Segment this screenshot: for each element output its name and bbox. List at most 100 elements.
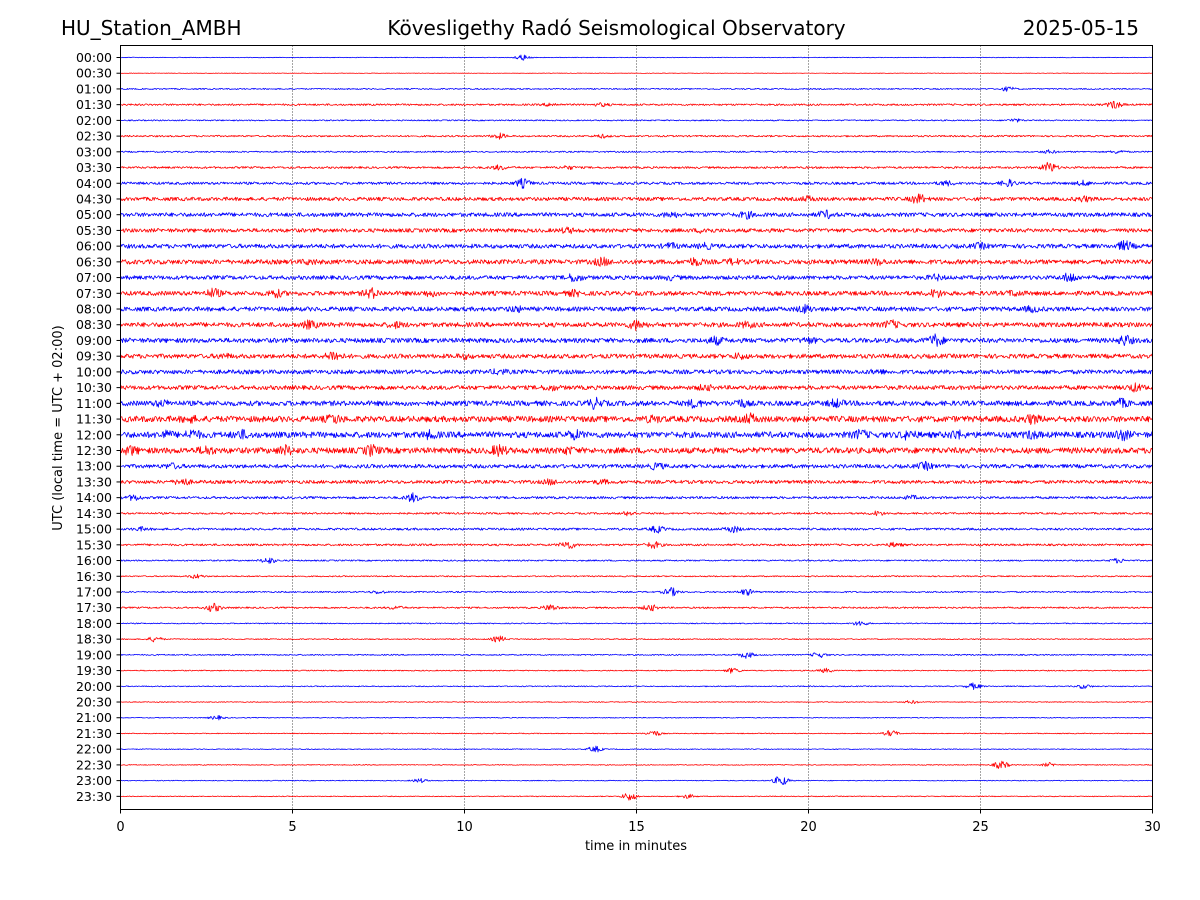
y-tick-label: 00:00 bbox=[76, 50, 112, 65]
y-tick-label: 16:00 bbox=[76, 553, 112, 568]
seismogram-traces bbox=[120, 54, 1153, 801]
y-axis-label: UTC (local time = UTC + 02:00) bbox=[51, 325, 66, 530]
y-tick-label: 17:30 bbox=[76, 600, 112, 615]
trace-1230 bbox=[120, 443, 1153, 457]
y-tick-label: 13:30 bbox=[76, 474, 112, 489]
trace-1500 bbox=[120, 525, 1153, 534]
trace-1930 bbox=[120, 667, 1153, 674]
trace-0400 bbox=[120, 177, 1153, 189]
trace-1100 bbox=[120, 396, 1153, 410]
trace-0530 bbox=[120, 226, 1153, 235]
trace-0600 bbox=[120, 239, 1153, 251]
trace-1730 bbox=[120, 602, 1153, 612]
x-tick-label: 5 bbox=[288, 820, 296, 835]
y-tick-label: 23:00 bbox=[76, 773, 112, 788]
y-tick-label: 10:00 bbox=[76, 364, 112, 379]
observatory-title: Kövesligethy Radó Seismological Observat… bbox=[387, 16, 846, 40]
trace-1430 bbox=[120, 510, 1153, 517]
y-tick-label: 05:00 bbox=[76, 207, 112, 222]
y-tick-label: 18:00 bbox=[76, 616, 112, 631]
trace-2230 bbox=[120, 760, 1153, 769]
trace-1400 bbox=[120, 492, 1153, 503]
y-tick-label: 03:00 bbox=[76, 144, 112, 159]
trace-0730 bbox=[120, 287, 1153, 300]
trace-0700 bbox=[120, 272, 1153, 283]
y-tick-label: 07:30 bbox=[76, 286, 112, 301]
trace-0830 bbox=[120, 319, 1153, 332]
trace-1830 bbox=[120, 635, 1153, 643]
trace-0930 bbox=[120, 351, 1153, 361]
y-tick-label: 11:00 bbox=[76, 396, 112, 411]
y-tick-label: 04:00 bbox=[76, 176, 112, 191]
y-tick-label: 12:30 bbox=[76, 443, 112, 458]
y-tick-label: 00:30 bbox=[76, 66, 112, 81]
y-tick-label: 19:30 bbox=[76, 663, 112, 678]
vertical-gridlines bbox=[292, 45, 981, 810]
y-tick-label: 09:00 bbox=[76, 333, 112, 348]
trace-0100 bbox=[120, 86, 1153, 92]
y-tick-label: 22:00 bbox=[76, 742, 112, 757]
y-tick-label: 20:30 bbox=[76, 695, 112, 710]
y-tick-label: 07:00 bbox=[76, 270, 112, 285]
y-tick-label: 19:00 bbox=[76, 647, 112, 662]
x-tick-label: 10 bbox=[456, 820, 473, 835]
trace-2130 bbox=[120, 730, 1153, 737]
y-tick-label: 09:30 bbox=[76, 349, 112, 364]
y-tick-label: 06:30 bbox=[76, 254, 112, 269]
y-tick-label: 15:30 bbox=[76, 537, 112, 552]
x-axis-label: time in minutes bbox=[585, 839, 687, 854]
y-tick-label: 01:30 bbox=[76, 97, 112, 112]
trace-1600 bbox=[120, 557, 1153, 564]
y-tick-label: 06:00 bbox=[76, 239, 112, 254]
trace-0330 bbox=[120, 161, 1153, 172]
plot-date: 2025-05-15 bbox=[1022, 16, 1139, 40]
x-tick-label: 30 bbox=[1144, 820, 1161, 835]
trace-1700 bbox=[120, 587, 1153, 597]
y-tick-label: 08:00 bbox=[76, 302, 112, 317]
trace-2000 bbox=[120, 682, 1153, 691]
x-tick-label: 25 bbox=[972, 820, 989, 835]
trace-0900 bbox=[120, 333, 1153, 347]
trace-2330 bbox=[120, 793, 1153, 801]
y-tick-label: 21:30 bbox=[76, 726, 112, 741]
y-tick-label: 08:30 bbox=[76, 317, 112, 332]
trace-2030 bbox=[120, 699, 1153, 704]
trace-0630 bbox=[120, 256, 1153, 267]
y-axis: 00:0000:3001:0001:3002:0002:3003:0003:30… bbox=[76, 50, 121, 804]
trace-0130 bbox=[120, 100, 1153, 109]
y-tick-label: 14:00 bbox=[76, 490, 112, 505]
y-tick-label: 03:30 bbox=[76, 160, 112, 175]
y-tick-label: 20:00 bbox=[76, 679, 112, 694]
y-tick-label: 02:00 bbox=[76, 113, 112, 128]
trace-2100 bbox=[120, 715, 1153, 721]
trace-1200 bbox=[120, 428, 1153, 442]
trace-0430 bbox=[120, 193, 1153, 204]
y-tick-label: 13:00 bbox=[76, 459, 112, 474]
trace-1330 bbox=[120, 478, 1153, 486]
trace-0230 bbox=[120, 132, 1153, 140]
trace-1300 bbox=[120, 460, 1153, 472]
trace-0300 bbox=[120, 149, 1153, 154]
x-tick-label: 20 bbox=[800, 820, 817, 835]
y-tick-label: 21:00 bbox=[76, 710, 112, 725]
trace-1800 bbox=[120, 620, 1153, 626]
y-tick-label: 15:00 bbox=[76, 522, 112, 537]
y-tick-label: 23:30 bbox=[76, 789, 112, 804]
trace-1900 bbox=[120, 652, 1153, 659]
trace-0500 bbox=[120, 209, 1153, 220]
y-tick-label: 16:30 bbox=[76, 569, 112, 584]
trace-1130 bbox=[120, 412, 1153, 425]
y-tick-label: 14:30 bbox=[76, 506, 112, 521]
y-tick-label: 04:30 bbox=[76, 191, 112, 206]
station-name: HU_Station_AMBH bbox=[61, 16, 242, 40]
trace-1630 bbox=[120, 573, 1153, 579]
y-tick-label: 02:30 bbox=[76, 129, 112, 144]
trace-2300 bbox=[120, 776, 1153, 785]
y-tick-label: 05:30 bbox=[76, 223, 112, 238]
trace-2200 bbox=[120, 745, 1153, 753]
y-tick-label: 01:00 bbox=[76, 81, 112, 96]
trace-0800 bbox=[120, 303, 1153, 314]
x-tick-label: 0 bbox=[116, 820, 124, 835]
trace-1030 bbox=[120, 382, 1153, 393]
